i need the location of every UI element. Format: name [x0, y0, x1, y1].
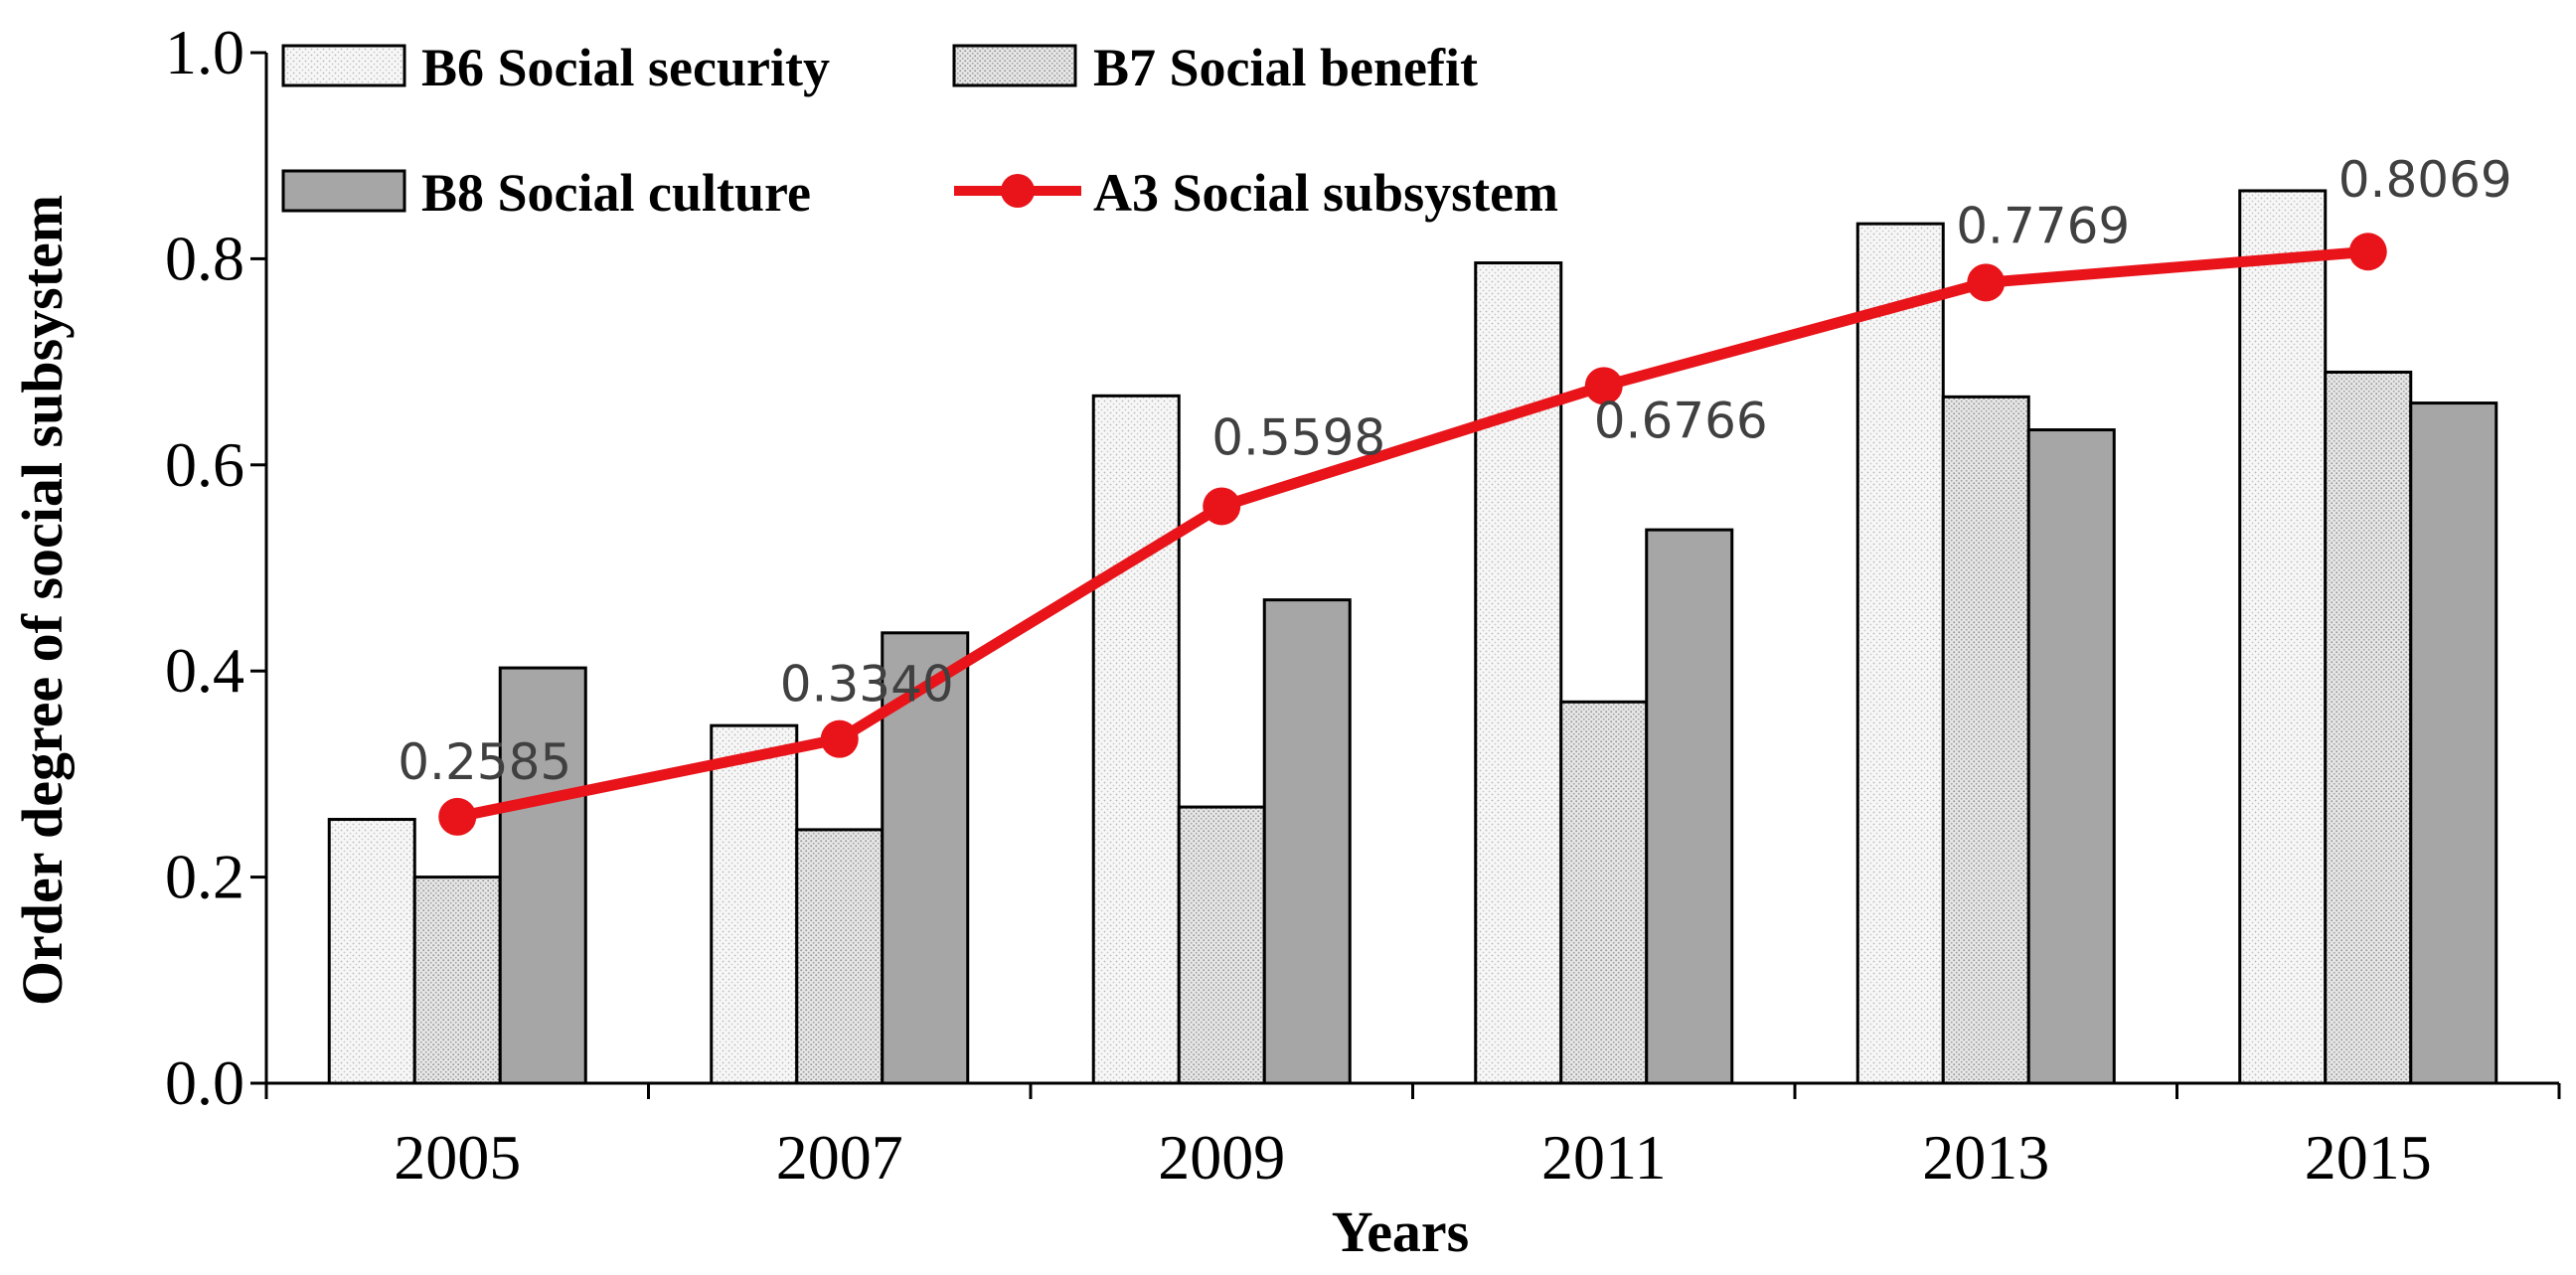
data-label-a3-2015: 0.8069 — [2338, 151, 2512, 209]
legend-label-a3: A3 Social subsystem — [1093, 163, 1558, 223]
x-tick-label-2015: 2015 — [2305, 1122, 2432, 1193]
bar-b6-2005 — [327, 818, 416, 1085]
x-tick-label-2009: 2009 — [1158, 1122, 1285, 1193]
y-axis-title: Order degree of social subsystem — [10, 195, 75, 1006]
bar-b7-2007 — [795, 828, 885, 1085]
legend: B6 Social security B7 Social benefit B8 … — [281, 38, 1558, 223]
bar-b7-2005 — [412, 876, 502, 1085]
y-tick-label-1.0: 1.0 — [165, 17, 244, 87]
bar-b8-2013 — [2026, 428, 2116, 1085]
bar-b8-2009 — [1262, 598, 1352, 1085]
marker-a3-2007 — [820, 719, 859, 758]
marker-a3-2015 — [2348, 233, 2387, 271]
legend-label-b8: B8 Social culture — [421, 163, 811, 223]
bar-b6-2015 — [2238, 189, 2328, 1085]
marker-a3-2013 — [1967, 263, 2006, 302]
bar-b6-2011 — [1474, 261, 1563, 1085]
bars-layer — [327, 189, 2498, 1085]
legend-marker-a3 — [1001, 174, 1035, 208]
marker-a3-2011 — [1584, 367, 1623, 405]
legend-swatch-b7 — [952, 44, 1077, 87]
data-label-a3-2007: 0.3340 — [780, 656, 954, 714]
y-tick-label-0.6: 0.6 — [165, 429, 244, 500]
legend-label-b6: B6 Social security — [421, 38, 830, 97]
axes-layer: 0.0 0.2 0.4 0.6 0.8 1.0 2005 2007 2009 2011 2013 20… — [165, 17, 2561, 1193]
legend-swatch-b6 — [281, 44, 406, 87]
x-tick-label-2011: 2011 — [1541, 1122, 1667, 1193]
y-tick-label-0.8: 0.8 — [165, 223, 244, 293]
x-tick-label-2005: 2005 — [394, 1122, 521, 1193]
y-tick-label-0.2: 0.2 — [165, 842, 244, 912]
x-axis-title: Years — [1332, 1199, 1470, 1264]
bar-b7-2009 — [1177, 805, 1266, 1085]
y-tick-label-0.0: 0.0 — [165, 1047, 244, 1118]
line-a3-social-subsystem — [456, 245, 2369, 823]
bar-b7-2015 — [2324, 370, 2413, 1085]
bar-b8-2005 — [498, 666, 587, 1085]
x-tick-label-2007: 2007 — [776, 1122, 903, 1193]
bar-b6-2013 — [1855, 222, 1945, 1085]
legend-swatch-b8 — [281, 169, 406, 213]
bar-b6-2009 — [1091, 394, 1181, 1085]
data-label-a3-2009: 0.5598 — [1211, 408, 1385, 466]
bar-b8-2011 — [1645, 528, 1734, 1085]
data-label-a3-2013: 0.7769 — [1956, 197, 2130, 254]
legend-label-b7: B7 Social benefit — [1093, 38, 1478, 97]
data-label-a3-2005: 0.2585 — [398, 733, 571, 791]
bar-b7-2013 — [1941, 395, 2030, 1085]
bar-b7-2011 — [1559, 700, 1649, 1085]
bar-b8-2015 — [2409, 401, 2498, 1085]
marker-a3-2005 — [438, 797, 477, 836]
data-label-a3-2011: 0.6766 — [1594, 392, 1768, 449]
x-tick-label-2013: 2013 — [1922, 1122, 2049, 1193]
bar-b6-2007 — [710, 723, 799, 1085]
y-tick-label-0.4: 0.4 — [165, 635, 244, 706]
line-layer: 0.2585 0.3340 0.5598 0.6766 0.7769 0.8069 — [398, 151, 2512, 836]
marker-a3-2009 — [1203, 487, 1241, 526]
